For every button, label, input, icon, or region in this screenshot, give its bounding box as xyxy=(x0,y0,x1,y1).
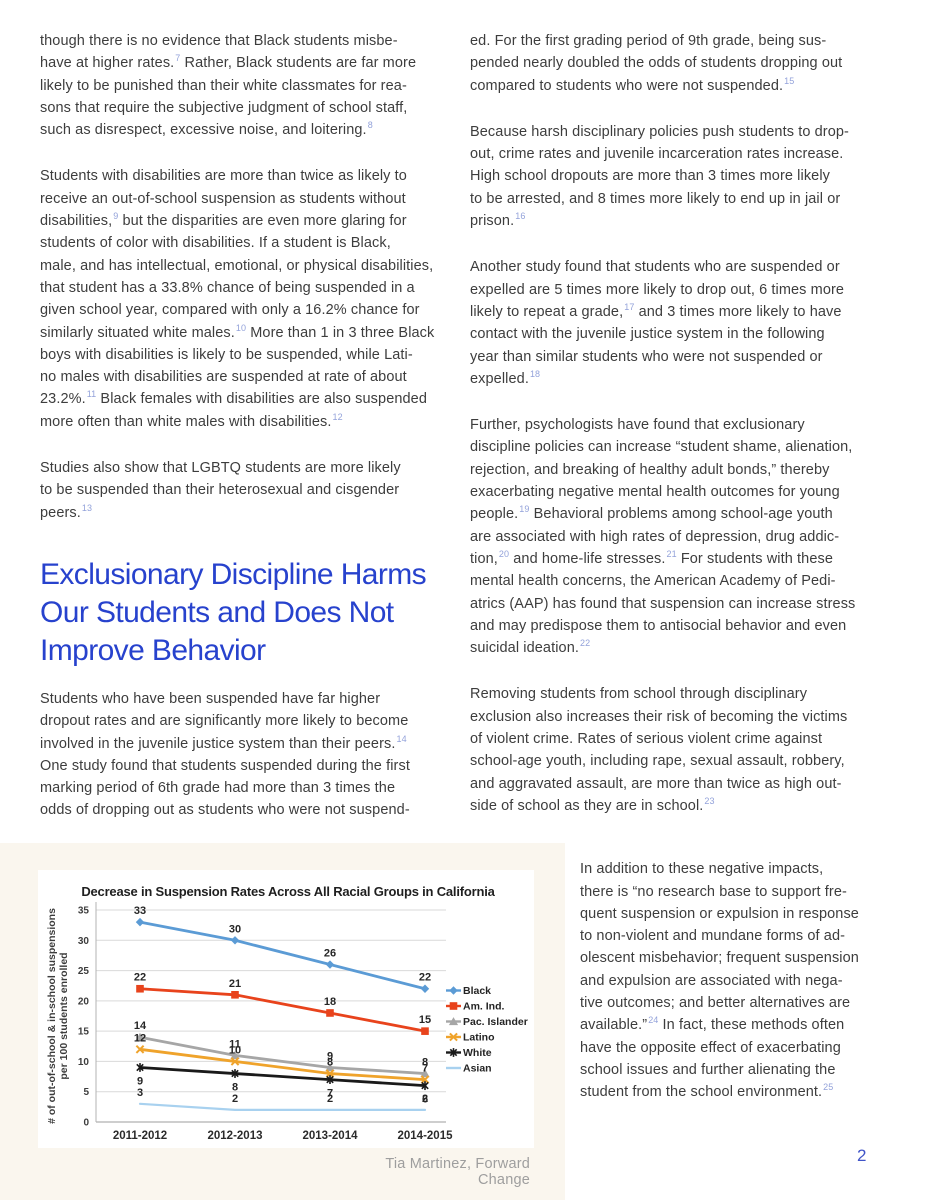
paragraph-group: Students who have been suspended have fa… xyxy=(40,688,472,822)
suspension-rates-chart: 0 5 10 15 20 25 30 35 Decrease in Suspension Rat… xyxy=(46,884,528,1142)
svg-text:12: 12 xyxy=(134,1032,146,1044)
paragraph: In addition to these negative impacts, t… xyxy=(580,861,859,1101)
svg-text:Pac. Islander: Pac. Islander xyxy=(463,1016,528,1028)
svg-text:0: 0 xyxy=(83,1118,89,1129)
svg-text:Decrease in Suspension Rates A: Decrease in Suspension Rates Across All … xyxy=(81,884,495,899)
svg-text:35: 35 xyxy=(78,906,90,917)
paragraph: though there is no evidence that Black s… xyxy=(40,33,417,139)
svg-text:10: 10 xyxy=(78,1057,90,1068)
svg-text:2011-2012: 2011-2012 xyxy=(113,1130,167,1142)
svg-text:Black: Black xyxy=(463,985,491,997)
svg-text:14: 14 xyxy=(134,1020,147,1032)
svg-text:Latino: Latino xyxy=(463,1032,495,1044)
paragraph: ed. For the first grading period of 9th … xyxy=(470,33,843,94)
paragraph-group: ed. For the first grading period of 9th … xyxy=(470,30,902,817)
svg-text:15: 15 xyxy=(419,1014,431,1026)
right-column: ed. For the first grading period of 9th … xyxy=(470,30,902,1127)
figure-source-caption: Tia Martinez, Forward Change xyxy=(385,1156,530,1188)
svg-text:5: 5 xyxy=(83,1087,89,1098)
svg-text:6: 6 xyxy=(422,1094,428,1106)
paragraph: Another study found that students who ar… xyxy=(470,259,845,387)
svg-text:9: 9 xyxy=(327,1050,333,1062)
chart-card: 0 5 10 15 20 25 30 35 Decrease in Suspension Rat… xyxy=(38,870,534,1148)
paragraph: Studies also show that LGBTQ students ar… xyxy=(40,460,401,521)
svg-text:8: 8 xyxy=(232,1082,238,1094)
svg-text:26: 26 xyxy=(324,948,336,960)
paragraph: Removing students from school through di… xyxy=(470,686,848,814)
paragraph: Students who have been suspended have fa… xyxy=(40,690,410,819)
paragraph: Because harsh disciplinary policies push… xyxy=(470,123,849,230)
svg-text:10: 10 xyxy=(229,1044,241,1056)
svg-text:21: 21 xyxy=(229,978,241,990)
svg-text:7: 7 xyxy=(422,1063,428,1075)
svg-text:20: 20 xyxy=(78,996,90,1007)
svg-text:2: 2 xyxy=(232,1093,238,1105)
svg-text:11: 11 xyxy=(229,1038,241,1050)
svg-text:8: 8 xyxy=(422,1057,428,1069)
svg-text:3: 3 xyxy=(137,1087,143,1099)
svg-text:# of out-of-school & in-school: # of out-of-school & in-school suspensio… xyxy=(46,908,70,1124)
svg-text:8: 8 xyxy=(327,1057,333,1069)
svg-text:Am. Ind.: Am. Ind. xyxy=(463,1001,504,1013)
svg-text:30: 30 xyxy=(78,936,90,947)
svg-text:18: 18 xyxy=(324,996,336,1008)
svg-text:22: 22 xyxy=(419,972,431,984)
paragraph: Further, psychologists have found that e… xyxy=(470,417,856,657)
left-column: though there is no evidence that Black s… xyxy=(40,30,472,846)
svg-text:2: 2 xyxy=(422,1093,428,1105)
paragraph: Students with disabilities are more than… xyxy=(40,168,435,430)
svg-text:30: 30 xyxy=(229,923,241,935)
svg-text:9: 9 xyxy=(137,1075,143,1087)
paragraph-group: though there is no evidence that Black s… xyxy=(40,30,472,524)
page-number: 2 xyxy=(857,1146,867,1165)
svg-text:2014-2015: 2014-2015 xyxy=(398,1130,454,1142)
svg-text:33: 33 xyxy=(134,905,146,917)
svg-text:2013-2014: 2013-2014 xyxy=(303,1130,359,1142)
svg-text:25: 25 xyxy=(78,966,90,977)
svg-text:2012-2013: 2012-2013 xyxy=(208,1130,263,1142)
section-heading: Exclusionary Discipline Harms Our Studen… xyxy=(40,557,427,667)
svg-text:7: 7 xyxy=(327,1088,333,1100)
svg-text:15: 15 xyxy=(78,1027,90,1038)
svg-text:White: White xyxy=(463,1047,492,1059)
svg-text:Asian: Asian xyxy=(463,1063,492,1075)
svg-text:2: 2 xyxy=(327,1093,333,1105)
svg-text:22: 22 xyxy=(134,972,146,984)
